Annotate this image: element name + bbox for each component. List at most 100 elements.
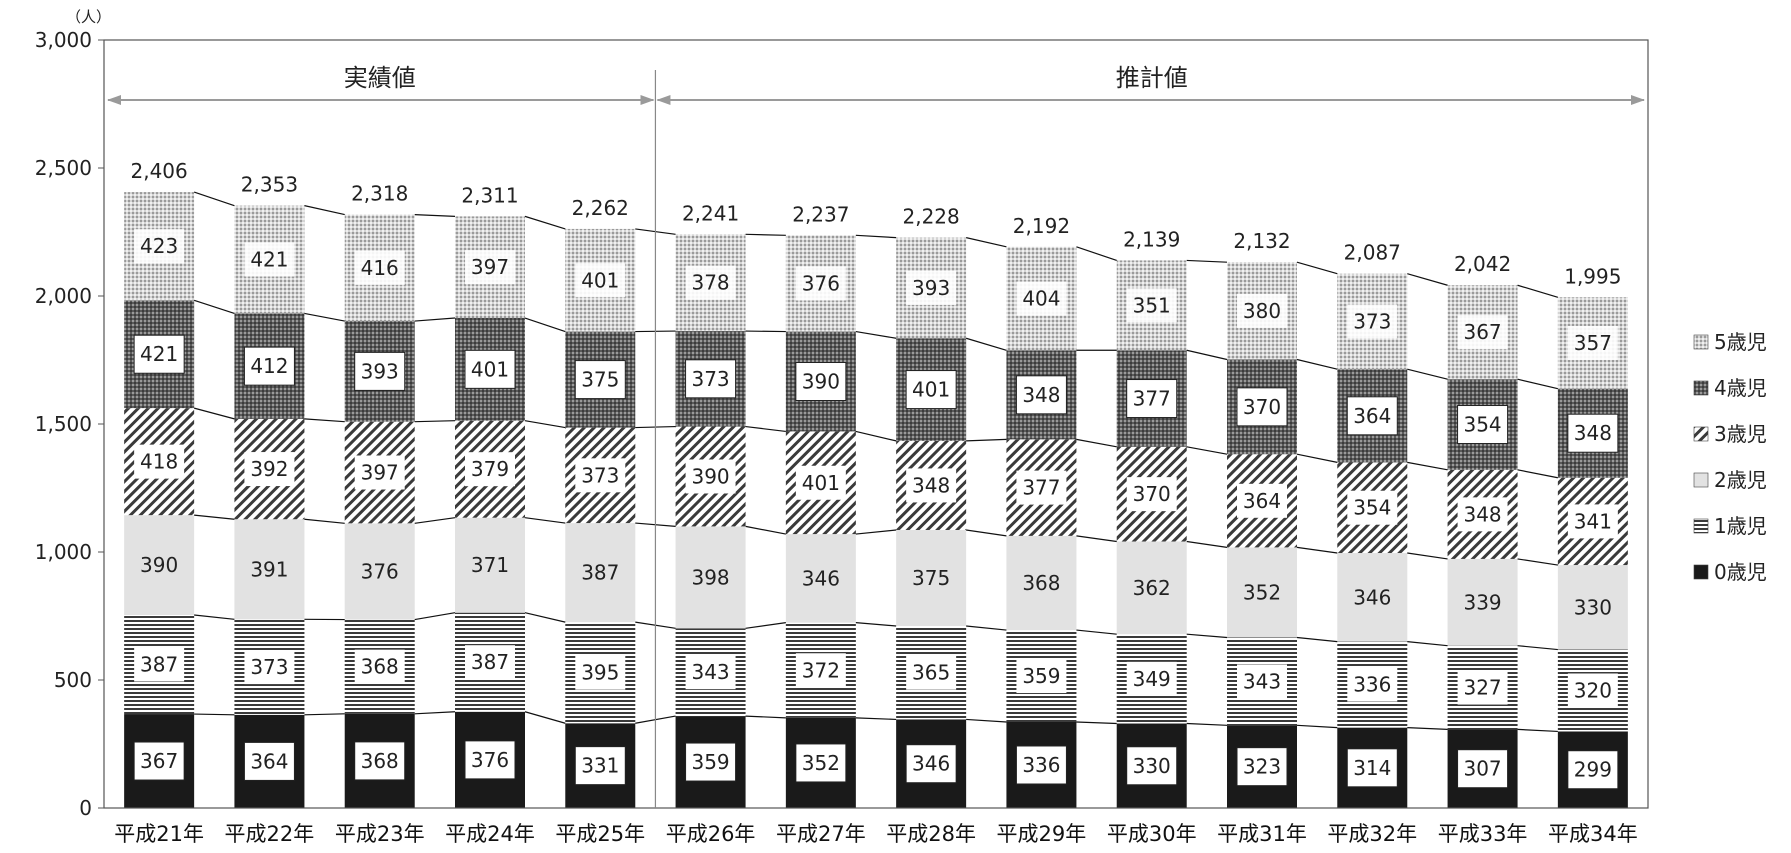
value-label-box [1237, 483, 1287, 518]
value-label-box [243, 741, 295, 781]
value-label-box [1457, 405, 1509, 445]
period-label-actual: 実績値 [344, 64, 416, 92]
value-label-box [1347, 490, 1398, 525]
value-label: 416 [361, 256, 399, 280]
value-label: 352 [802, 751, 840, 775]
total-label: 2,192 [1013, 214, 1070, 238]
value-label: 392 [250, 457, 288, 481]
connector-line [745, 622, 786, 629]
value-label: 379 [471, 457, 509, 481]
connector-line [193, 407, 235, 420]
connector-line [966, 438, 1007, 442]
y-tick-label: 2,000 [35, 284, 92, 308]
value-label: 362 [1133, 576, 1171, 600]
value-label: 359 [691, 750, 729, 774]
value-label-box [1016, 470, 1067, 505]
value-label: 343 [691, 660, 729, 684]
value-label: 371 [471, 553, 509, 577]
value-label: 364 [1243, 489, 1281, 513]
connector-line [855, 529, 897, 535]
value-label: 346 [802, 566, 840, 590]
value-label-box [1016, 281, 1067, 316]
legend-label: 5歳児 [1714, 330, 1767, 354]
value-label-box [795, 653, 846, 688]
connector-line [1296, 358, 1338, 370]
connector-line [414, 711, 456, 715]
period-label-forecast: 推計値 [1116, 64, 1188, 92]
connector-line [194, 713, 235, 716]
value-label: 368 [361, 749, 399, 773]
value-label-box [906, 655, 957, 690]
value-label: 331 [581, 754, 619, 778]
connector-line [1076, 629, 1117, 635]
value-label-box [1457, 497, 1508, 532]
value-label-box [795, 465, 846, 500]
value-label-box [1347, 667, 1398, 702]
value-label-box [1126, 661, 1177, 696]
value-label-box [685, 655, 736, 690]
value-label-box [1457, 315, 1508, 350]
connector-line [1517, 469, 1558, 479]
bar-segment [1227, 547, 1297, 638]
connector-line [1517, 558, 1558, 566]
connector-line [1296, 546, 1338, 554]
value-label: 314 [1353, 756, 1391, 780]
value-label: 376 [471, 748, 509, 772]
value-label-box [1457, 670, 1508, 705]
connector-line [524, 612, 566, 623]
value-label: 323 [1243, 755, 1281, 779]
value-label-box [465, 250, 515, 285]
total-label: 1,995 [1564, 264, 1621, 288]
value-label-box [1237, 664, 1287, 699]
value-label: 387 [581, 561, 619, 585]
value-label: 357 [1574, 331, 1612, 355]
value-label: 339 [1463, 590, 1501, 614]
value-label-box [575, 655, 626, 690]
total-label: 2,087 [1344, 241, 1401, 265]
x-category-label: 平成25年 [555, 822, 645, 846]
legend-swatch [1693, 472, 1709, 488]
value-label-box [1236, 747, 1288, 787]
value-label-box [1016, 659, 1067, 694]
bar-segment [565, 523, 636, 623]
value-label-box [574, 746, 626, 786]
value-label: 354 [1353, 496, 1391, 520]
value-label-box [795, 743, 847, 783]
value-label: 397 [361, 461, 399, 485]
connector-line [1186, 349, 1228, 361]
value-label-box [1015, 745, 1067, 785]
bar-segment [896, 529, 967, 626]
connector-line [966, 718, 1007, 723]
value-label: 320 [1574, 678, 1612, 702]
value-label: 336 [1353, 673, 1391, 697]
connector-line [193, 299, 235, 314]
value-label: 349 [1133, 667, 1171, 691]
value-label-box [1015, 375, 1067, 415]
value-label-box [1567, 750, 1619, 790]
value-label: 377 [1022, 476, 1060, 500]
connector-line [745, 425, 786, 433]
value-label-box [685, 359, 737, 399]
value-label: 393 [912, 276, 950, 300]
value-label: 391 [250, 557, 288, 581]
legend-swatch [1693, 380, 1709, 396]
value-label-box [244, 452, 295, 487]
connector-line [1407, 273, 1448, 286]
value-label-box [354, 351, 406, 391]
plot-frame [103, 39, 1649, 809]
bar-segment [1006, 535, 1077, 631]
value-label: 412 [250, 354, 288, 378]
value-label-box [575, 263, 626, 298]
connector-line [1076, 246, 1117, 261]
value-label: 376 [361, 559, 399, 583]
x-category-label: 平成23年 [335, 822, 425, 846]
value-label: 401 [802, 471, 840, 495]
value-label-box [1567, 325, 1618, 360]
connector-line [855, 717, 897, 721]
connector-line [855, 234, 897, 239]
y-tick-label: 500 [54, 668, 92, 692]
value-label-box [244, 650, 295, 685]
value-label-box [1126, 746, 1178, 786]
value-label-box [133, 741, 185, 781]
